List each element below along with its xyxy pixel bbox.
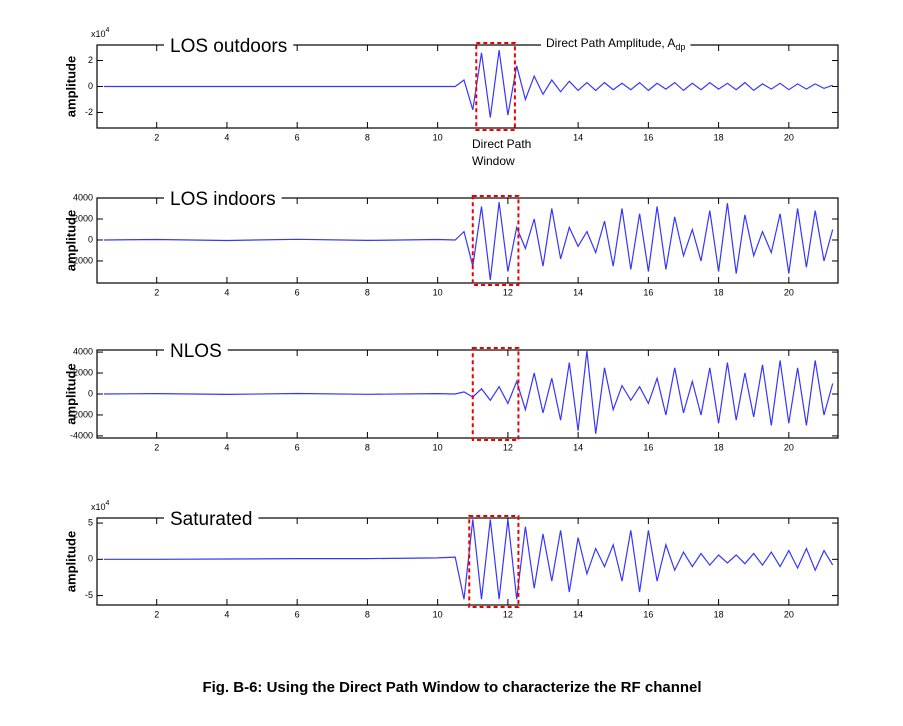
annotation: Direct Path Amplitude, Adp <box>546 36 685 52</box>
signal-line <box>103 202 834 280</box>
x-tick-label: 4 <box>224 287 229 297</box>
y-tick-label: 0 <box>88 234 93 244</box>
label-background <box>164 508 259 532</box>
x-tick-label: 8 <box>365 132 370 142</box>
x-tick-label: 16 <box>643 287 653 297</box>
x-tick-label: 18 <box>714 287 724 297</box>
label-background <box>164 188 282 212</box>
x-tick-label: 2 <box>154 442 159 452</box>
y-tick-label: -2000 <box>70 255 93 265</box>
x-tick-label: 2 <box>154 609 159 619</box>
x-tick-label: 10 <box>433 609 443 619</box>
x-tick-label: 12 <box>503 609 513 619</box>
x-tick-label: 8 <box>365 609 370 619</box>
x-tick-label: 4 <box>224 609 229 619</box>
x-tick-label: 4 <box>224 442 229 452</box>
y-tick-label: -4000 <box>70 430 93 440</box>
label-background <box>541 35 691 54</box>
y-tick-label: 4000 <box>73 192 93 202</box>
x-tick-label: 16 <box>643 442 653 452</box>
x-tick-label: 14 <box>573 287 583 297</box>
y-tick-label: 2 <box>88 55 93 65</box>
x-tick-label: 6 <box>295 287 300 297</box>
y-tick-label: 2000 <box>73 213 93 223</box>
x-tick-label: 20 <box>784 609 794 619</box>
direct-path-window <box>471 195 520 286</box>
panel-title: LOS indoors <box>170 189 276 210</box>
x-tick-label: 16 <box>643 609 653 619</box>
y-tick-label: -2000 <box>70 409 93 419</box>
signal-line <box>103 350 834 434</box>
x-tick-label: 2 <box>154 132 159 142</box>
annotation-subscript: dp <box>675 42 685 52</box>
x-tick-label: 6 <box>295 132 300 142</box>
y-tick-label: 0 <box>88 81 93 91</box>
x-tick-label: 14 <box>573 442 583 452</box>
x-tick-label: 20 <box>784 442 794 452</box>
y-tick-label: -5 <box>85 590 93 600</box>
y-multiplier: x104 <box>91 27 110 40</box>
signal-line <box>104 50 833 118</box>
plot-frame <box>96 517 839 606</box>
y-axis-label: amplitude <box>63 531 78 592</box>
y-multiplier: x104 <box>91 500 110 513</box>
y-axis-label: amplitude <box>63 210 78 271</box>
x-tick-label: 14 <box>573 132 583 142</box>
label-background <box>164 340 228 364</box>
x-tick-label: 10 <box>433 287 443 297</box>
signal-line <box>104 519 834 600</box>
x-tick-label: 16 <box>643 132 653 142</box>
x-tick-label: 14 <box>573 609 583 619</box>
y-tick-label: 4000 <box>73 346 93 356</box>
annotation: Direct Path <box>472 137 531 151</box>
y-axis-label: amplitude <box>63 56 78 117</box>
panel-title: Saturated <box>170 509 252 530</box>
multiplier-exponent: 4 <box>106 27 110 34</box>
panel-title: LOS outdoors <box>170 36 287 57</box>
multiplier-base: x10 <box>91 502 106 512</box>
annotation: Window <box>472 154 515 168</box>
x-tick-label: 10 <box>433 132 443 142</box>
x-tick-label: 12 <box>503 287 513 297</box>
x-tick-label: 20 <box>784 132 794 142</box>
x-tick-label: 10 <box>433 442 443 452</box>
x-tick-label: 8 <box>365 287 370 297</box>
x-tick-label: 18 <box>714 132 724 142</box>
x-tick-label: 12 <box>503 442 513 452</box>
x-tick-label: 2 <box>154 287 159 297</box>
direct-path-window <box>471 347 520 441</box>
y-tick-label: 2000 <box>73 367 93 377</box>
y-axis-label: amplitude <box>63 363 78 424</box>
multiplier-exponent: 4 <box>106 500 110 507</box>
x-tick-label: 6 <box>295 442 300 452</box>
x-tick-label: 4 <box>224 132 229 142</box>
x-tick-label: 6 <box>295 609 300 619</box>
direct-path-window <box>468 515 520 608</box>
label-background <box>164 35 294 59</box>
y-tick-label: 0 <box>88 388 93 398</box>
annotation-text: Direct Path Amplitude, A <box>546 36 675 50</box>
y-tick-label: 5 <box>88 517 93 527</box>
x-tick-label: 18 <box>714 442 724 452</box>
y-tick-label: -2 <box>85 107 93 117</box>
x-tick-label: 8 <box>365 442 370 452</box>
caption: Fig. B-6: Using the Direct Path Window t… <box>202 679 701 696</box>
x-tick-label: 18 <box>714 609 724 619</box>
multiplier-base: x10 <box>91 29 106 39</box>
y-tick-label: 0 <box>88 554 93 564</box>
x-tick-label: 20 <box>784 287 794 297</box>
panel-title: NLOS <box>170 341 222 362</box>
